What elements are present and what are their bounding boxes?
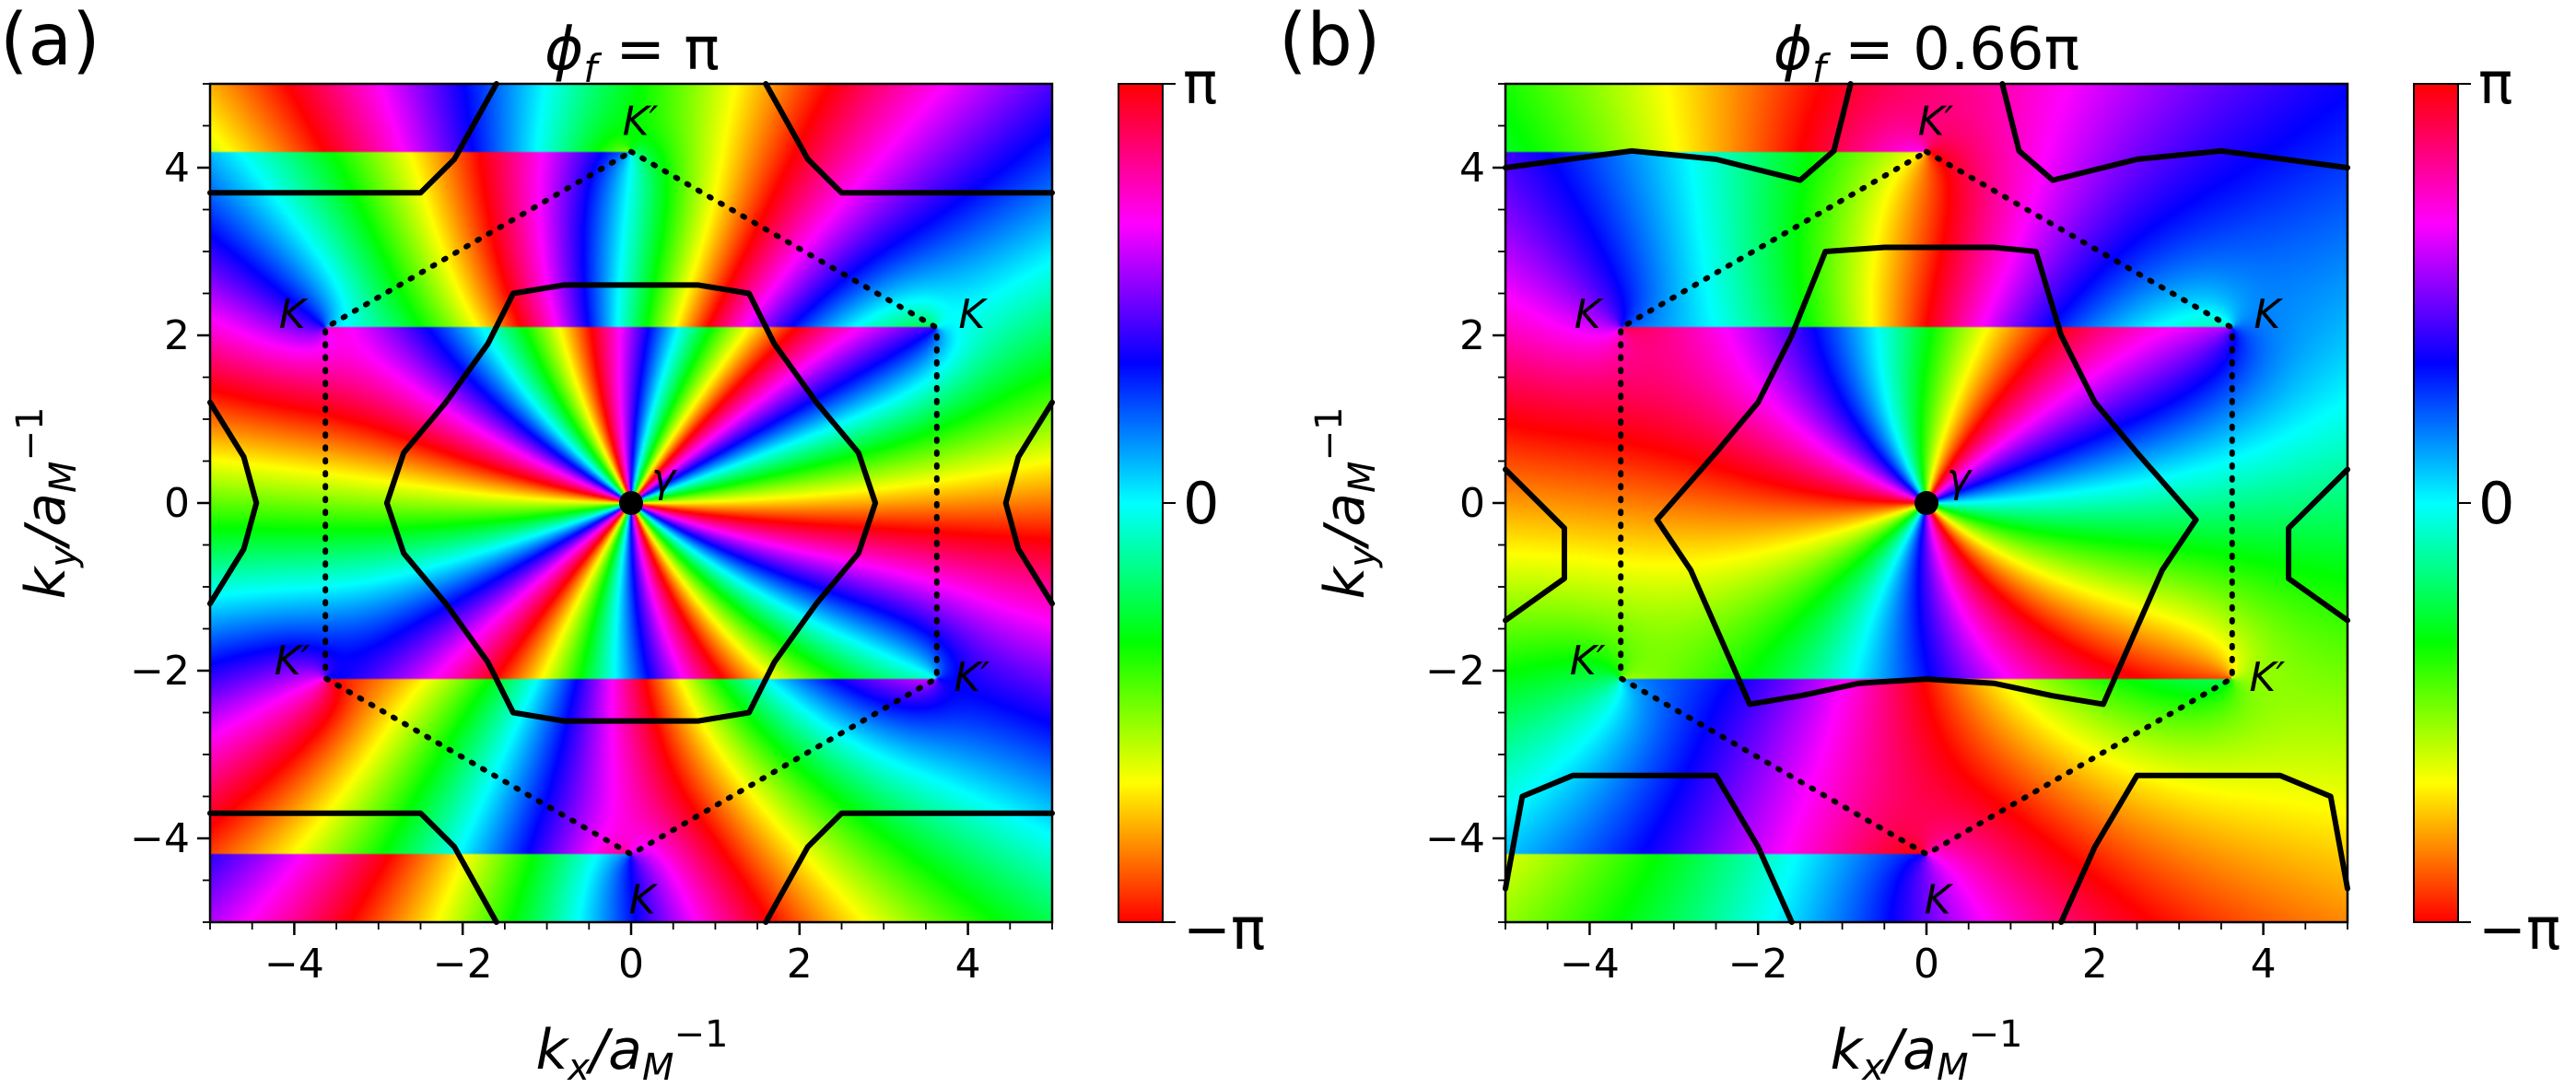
contour-line-2 <box>763 81 1055 196</box>
x-ticks-a: −4 −2 0 2 4 <box>209 922 1053 988</box>
contour-line-1 <box>1503 81 1854 183</box>
point-label-3: K <box>1925 876 1954 923</box>
title-symbol: ϕ <box>544 16 583 84</box>
title-rest: = 0.66π <box>1826 16 2079 84</box>
x-tick-label: −4 <box>264 941 324 988</box>
x-tick-label: 2 <box>787 941 813 988</box>
x-axis-label-b: kx/aM−1 <box>1831 1013 2023 1088</box>
y-tick-label: −4 <box>1425 815 1485 862</box>
y-tick-label: 0 <box>1459 480 1485 527</box>
colorbar-label-max-a: π <box>1183 50 1217 117</box>
overlay-b: γ K K K K′ K′ K′ <box>1503 81 2350 925</box>
contour-line-1 <box>207 81 499 196</box>
panel-label-a: (a) <box>0 0 100 82</box>
y-axis-label-b: ky/aM−1 <box>1308 407 1384 600</box>
y-tick-label: 2 <box>1459 312 1485 359</box>
contour-line-4 <box>2286 466 2350 624</box>
panel-b: (b) ϕf = 0.66π γ K K K K′ K′ K′ −4 −2 0 2 4 −4 −2 0 2… <box>1279 0 2560 1088</box>
contour-line-3 <box>207 810 499 925</box>
y-tick-label: −2 <box>1425 648 1485 695</box>
overlay-a: γ K K K K′ K′ K′ <box>207 81 1055 925</box>
colorbar-b <box>2413 83 2459 923</box>
point-label-4: K′ <box>1918 99 1954 146</box>
x-tick-label: 2 <box>2082 941 2108 988</box>
colorbar-label-max-b: π <box>2478 50 2512 117</box>
point-label-6: K′ <box>2249 654 2285 701</box>
contour-line-6 <box>1002 399 1055 607</box>
brillouin-zone-boundary <box>322 148 940 858</box>
title-symbol: ϕ <box>1774 16 1812 84</box>
point-label-5: K′ <box>275 638 310 684</box>
panel-label-b: (b) <box>1279 0 1380 82</box>
contour-line-2 <box>1999 81 2350 183</box>
point-label-2: K <box>2254 291 2283 338</box>
point-label-2: K <box>958 291 988 338</box>
x-ticks-b: −4 −2 0 2 4 <box>1505 922 2348 988</box>
x-tick-label: −4 <box>1560 941 1620 988</box>
point-label-0: γ <box>651 455 677 502</box>
x-axis-label-a: kx/aM−1 <box>536 1013 729 1088</box>
chart-title-b: ϕf = 0.66π <box>1774 16 2079 91</box>
x-tick-label: 0 <box>1914 941 1939 988</box>
x-tick-label: 0 <box>618 941 644 988</box>
x-tick-label: 4 <box>2251 941 2277 988</box>
panel-a: (a) ϕf = π γ K K K K′ K′ K′ −4 −2 0 2 4 −4 −2 0 2 4 kx… <box>0 0 1265 1088</box>
y-ticks-a: −4 −2 0 2 4 <box>130 83 210 923</box>
y-tick-label: −4 <box>130 815 190 862</box>
contour-line-5 <box>207 399 260 607</box>
y-tick-label: 4 <box>164 145 190 192</box>
point-label-1: K <box>279 291 309 338</box>
colorbar-label-mid-a: 0 <box>1183 470 1219 537</box>
contour-line-5 <box>1503 772 1795 925</box>
y-ticks-b: −4 −2 0 2 4 <box>1425 83 1505 923</box>
chart-title-a: ϕf = π <box>544 16 720 91</box>
gamma-point-marker <box>1914 491 1938 515</box>
y-axis-label-a: ky/aM−1 <box>9 407 85 600</box>
point-label-6: K′ <box>954 654 989 701</box>
y-tick-label: 0 <box>164 480 190 527</box>
colorbar-label-min-b: −π <box>2478 895 2560 963</box>
point-label-0: γ <box>1947 455 1973 502</box>
x-tick-label: −2 <box>433 941 493 988</box>
y-tick-label: −2 <box>130 648 190 695</box>
colorbar-a <box>1118 83 1164 923</box>
gamma-point-marker <box>619 491 643 515</box>
point-label-5: K′ <box>1570 638 1606 684</box>
contour-line-0 <box>1654 244 2199 708</box>
colorbar-label-min-a: −π <box>1183 895 1265 963</box>
y-tick-label: 2 <box>164 312 190 359</box>
brillouin-zone-boundary <box>1618 148 2235 858</box>
x-tick-label: 4 <box>955 941 981 988</box>
contour-line-0 <box>383 282 879 724</box>
point-label-4: K′ <box>623 99 659 146</box>
title-rest: = π <box>597 16 720 84</box>
contour-line-3 <box>1503 466 1567 624</box>
contour-line-4 <box>763 810 1055 925</box>
point-label-1: K <box>1575 291 1604 338</box>
colorbar-label-mid-b: 0 <box>2478 470 2514 537</box>
y-tick-label: 4 <box>1459 145 1485 192</box>
contour-line-6 <box>2058 772 2350 925</box>
x-tick-label: −2 <box>1728 941 1788 988</box>
point-label-3: K <box>629 876 659 923</box>
